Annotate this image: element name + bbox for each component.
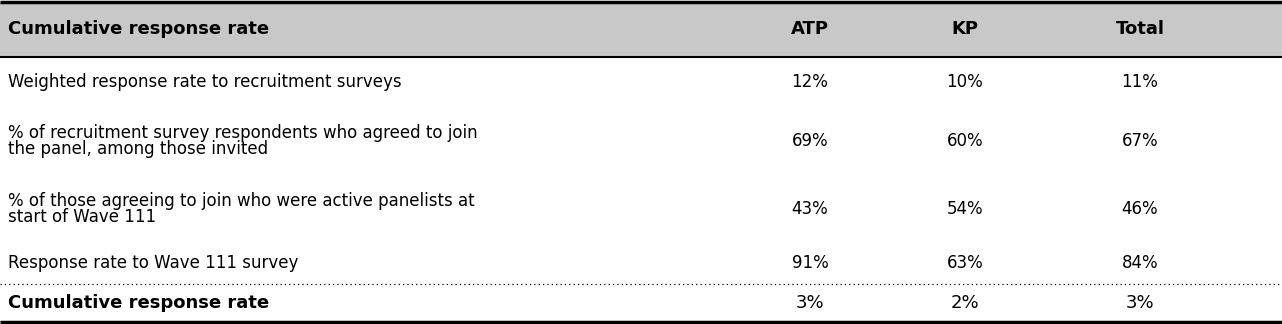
Text: 3%: 3% [1126, 294, 1154, 312]
Text: Weighted response rate to recruitment surveys: Weighted response rate to recruitment su… [8, 73, 401, 91]
Text: 11%: 11% [1122, 73, 1159, 91]
Text: % of recruitment survey respondents who agreed to join: % of recruitment survey respondents who … [8, 123, 478, 142]
Text: 3%: 3% [796, 294, 824, 312]
Text: Response rate to Wave 111 survey: Response rate to Wave 111 survey [8, 254, 299, 272]
Bar [0, 175, 1282, 243]
Bar [0, 2, 1282, 57]
Text: 46%: 46% [1122, 200, 1159, 218]
Text: ATP: ATP [791, 20, 829, 39]
Bar [0, 57, 1282, 107]
Text: Total: Total [1115, 20, 1164, 39]
Text: 54%: 54% [946, 200, 983, 218]
Text: % of those agreeing to join who were active panelists at: % of those agreeing to join who were act… [8, 191, 474, 210]
Text: 69%: 69% [792, 132, 828, 150]
Bar [0, 243, 1282, 284]
Text: Cumulative response rate: Cumulative response rate [8, 294, 269, 312]
Text: 63%: 63% [946, 254, 983, 272]
Text: the panel, among those invited: the panel, among those invited [8, 141, 268, 158]
Text: KP: KP [951, 20, 978, 39]
Text: start of Wave 111: start of Wave 111 [8, 209, 156, 226]
Bar [0, 107, 1282, 175]
Text: 12%: 12% [791, 73, 828, 91]
Text: 43%: 43% [791, 200, 828, 218]
Text: 67%: 67% [1122, 132, 1159, 150]
Text: 2%: 2% [951, 294, 979, 312]
Text: Cumulative response rate: Cumulative response rate [8, 20, 269, 39]
Text: 84%: 84% [1122, 254, 1159, 272]
Bar [0, 284, 1282, 322]
Text: 10%: 10% [946, 73, 983, 91]
Text: 60%: 60% [946, 132, 983, 150]
Text: 91%: 91% [791, 254, 828, 272]
